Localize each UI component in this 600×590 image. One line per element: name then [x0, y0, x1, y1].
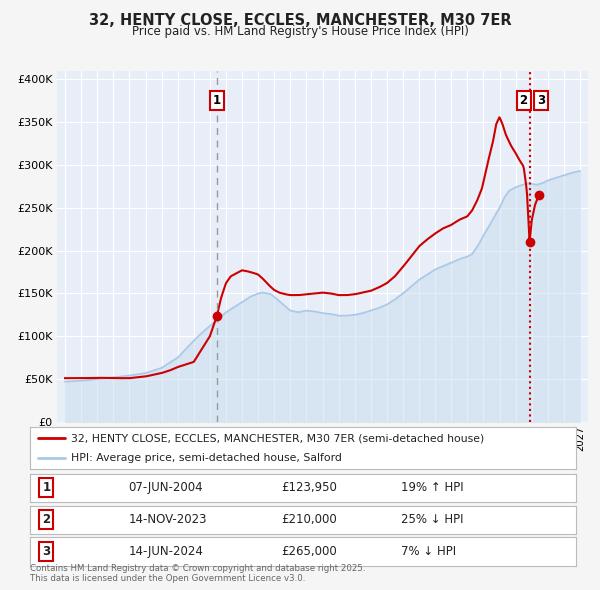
Text: £123,950: £123,950	[281, 481, 337, 494]
Text: 3: 3	[43, 545, 50, 558]
Text: 32, HENTY CLOSE, ECCLES, MANCHESTER, M30 7ER (semi-detached house): 32, HENTY CLOSE, ECCLES, MANCHESTER, M30…	[71, 434, 484, 444]
Text: 3: 3	[537, 94, 545, 107]
Text: 25% ↓ HPI: 25% ↓ HPI	[401, 513, 464, 526]
Text: 07-JUN-2004: 07-JUN-2004	[128, 481, 203, 494]
Text: £210,000: £210,000	[281, 513, 337, 526]
Text: 2: 2	[520, 94, 527, 107]
Text: 7% ↓ HPI: 7% ↓ HPI	[401, 545, 457, 558]
Text: 14-NOV-2023: 14-NOV-2023	[128, 513, 207, 526]
Text: £265,000: £265,000	[281, 545, 337, 558]
Text: 14-JUN-2024: 14-JUN-2024	[128, 545, 203, 558]
Text: 19% ↑ HPI: 19% ↑ HPI	[401, 481, 464, 494]
Text: 1: 1	[213, 94, 221, 107]
Text: HPI: Average price, semi-detached house, Salford: HPI: Average price, semi-detached house,…	[71, 454, 342, 463]
Text: 2: 2	[43, 513, 50, 526]
Text: Price paid vs. HM Land Registry's House Price Index (HPI): Price paid vs. HM Land Registry's House …	[131, 25, 469, 38]
Text: 1: 1	[43, 481, 50, 494]
Text: 32, HENTY CLOSE, ECCLES, MANCHESTER, M30 7ER: 32, HENTY CLOSE, ECCLES, MANCHESTER, M30…	[89, 13, 511, 28]
Text: Contains HM Land Registry data © Crown copyright and database right 2025.
This d: Contains HM Land Registry data © Crown c…	[30, 563, 365, 583]
